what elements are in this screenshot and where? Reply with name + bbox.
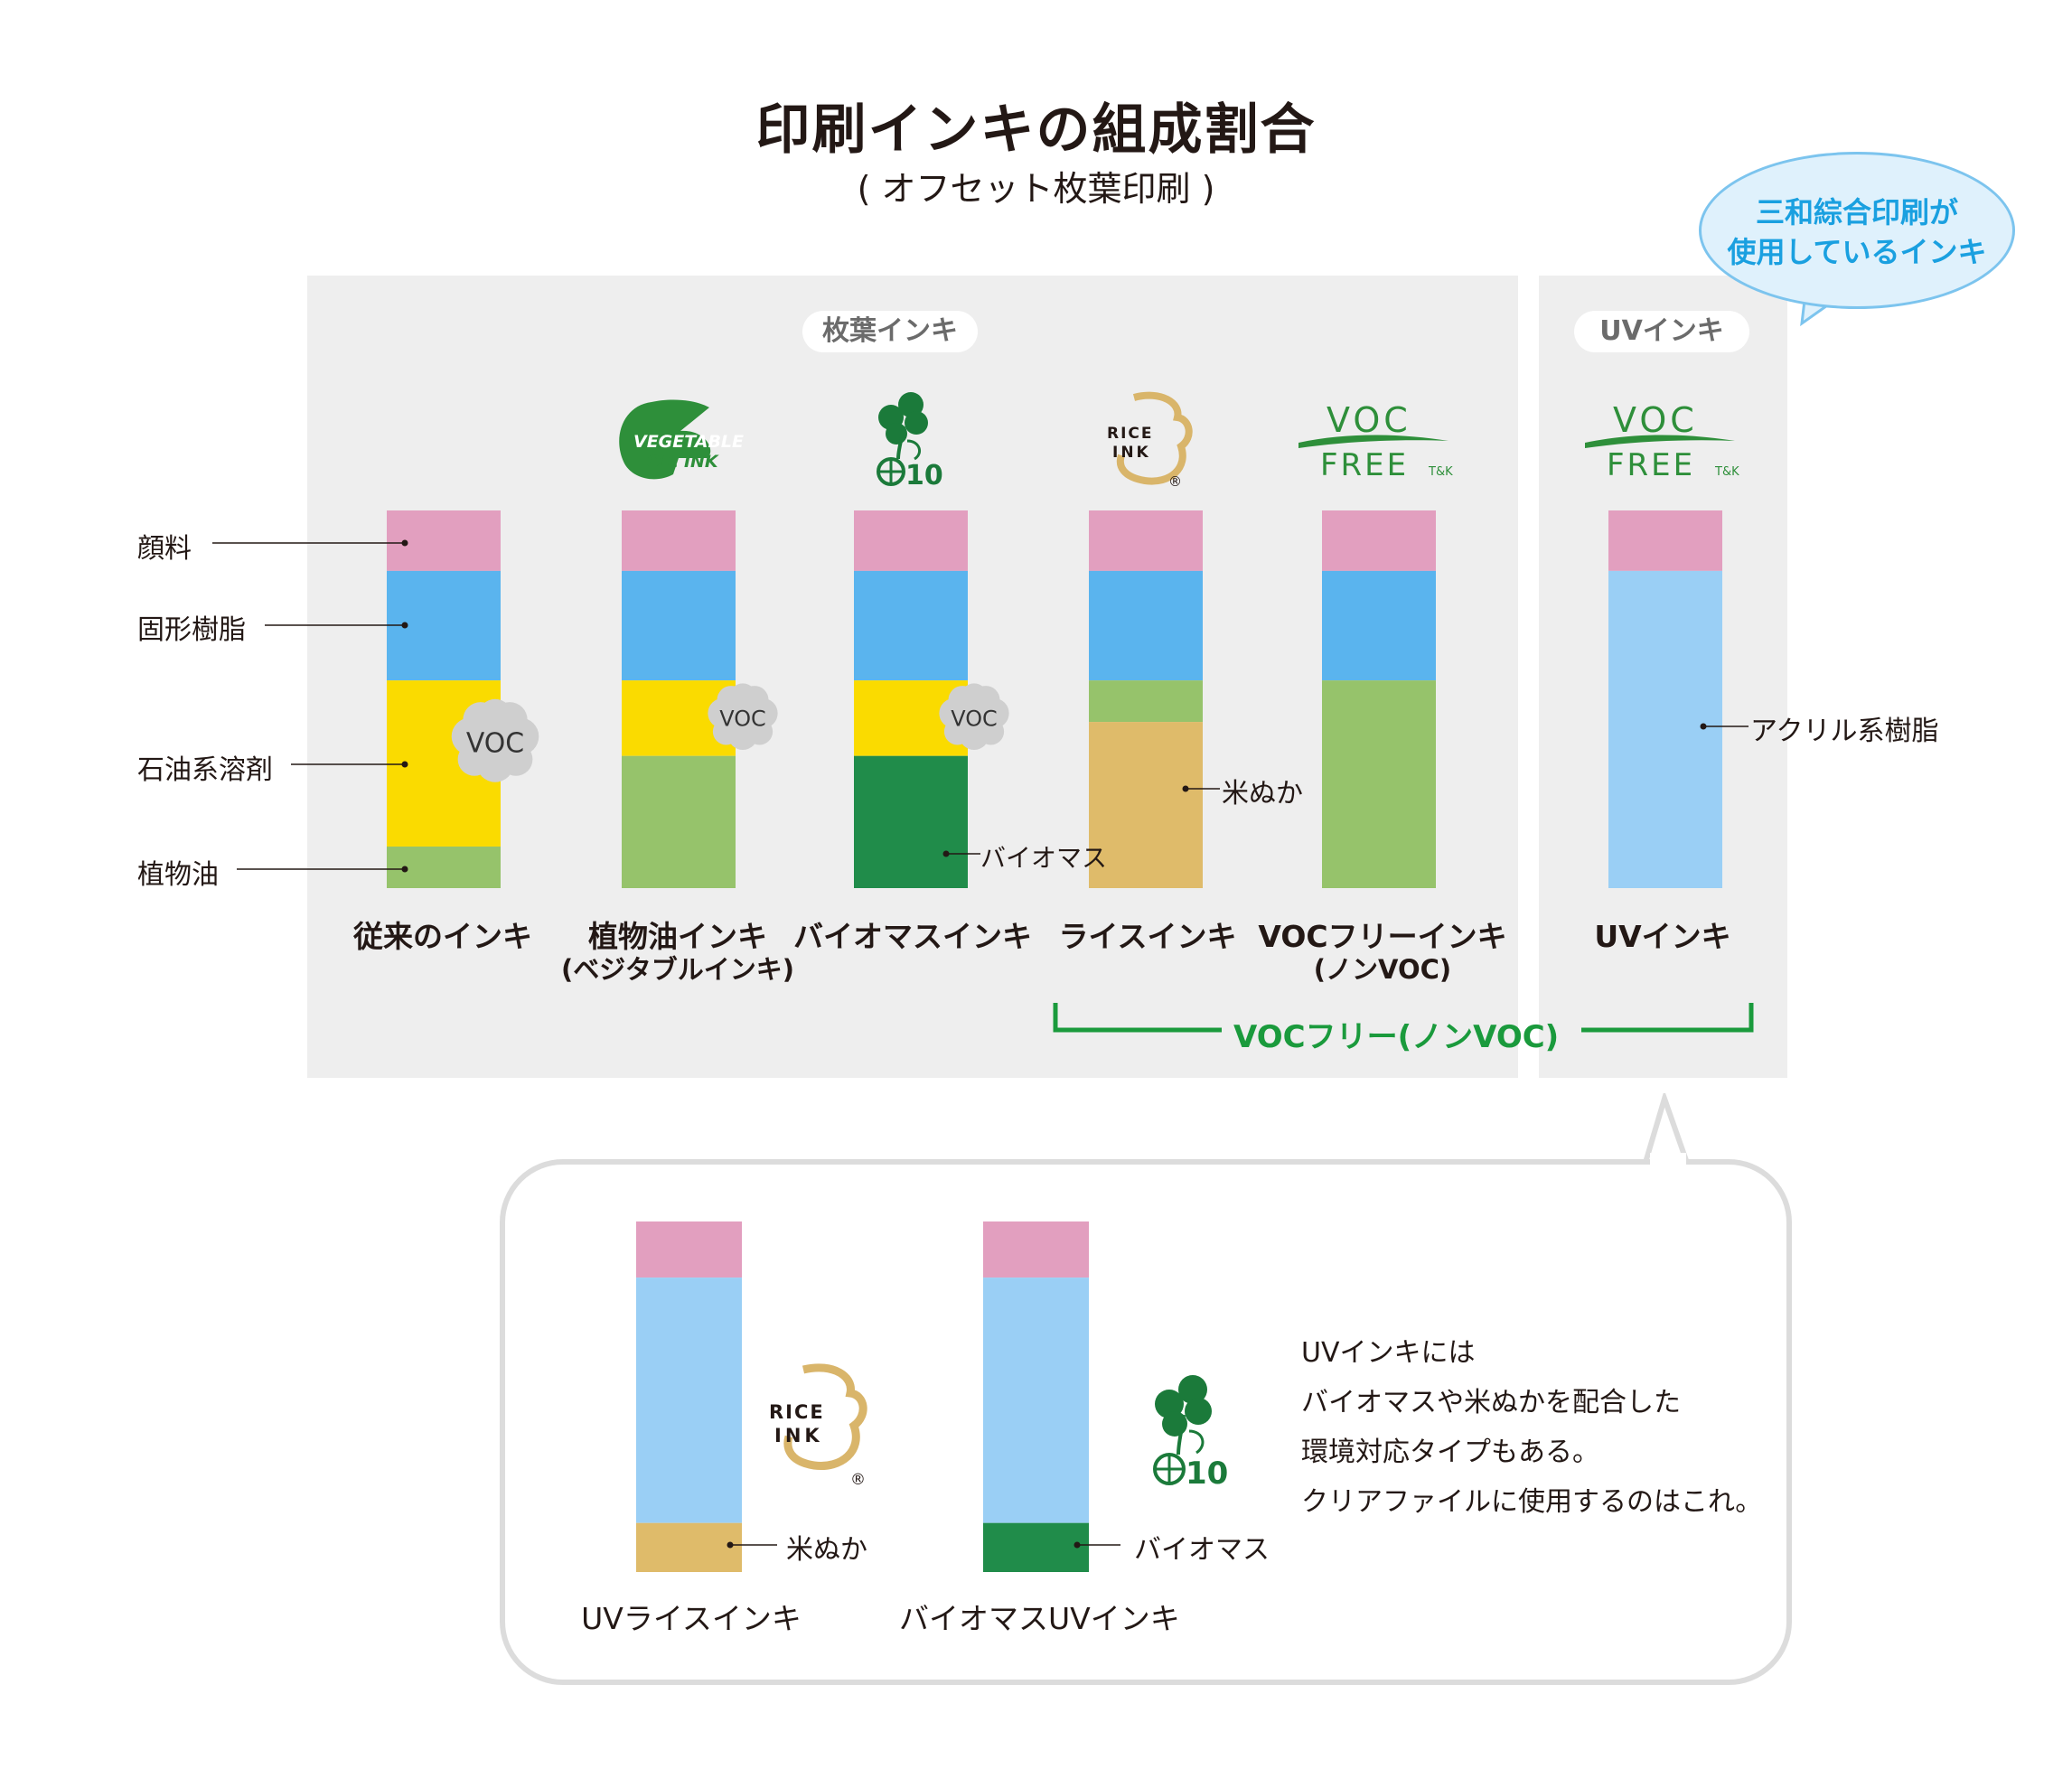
component-dot-3: [401, 866, 408, 873]
voc-free-bracket-label: VOCフリー(ノンVOC): [1233, 1019, 1560, 1055]
callout-bar-segment-0-1: [636, 1278, 742, 1523]
main-bar-segment-5-0: [1608, 510, 1722, 571]
dot-biomass: [942, 850, 950, 857]
vegetable-oil-ink-logo: VEGETABLE OIL INK: [619, 399, 744, 480]
voc-cloud-vegetable: VOC: [708, 683, 778, 750]
rice-callout-text-1: RICE: [769, 1401, 825, 1423]
main-bar-segment-2-4: [854, 755, 968, 888]
category-label-biomass: バイオマスインキ: [793, 919, 1032, 954]
category-label-voc-free: VOCフリーインキ: [1258, 919, 1507, 954]
main-bar-segment-4-3: [1322, 680, 1436, 888]
voc-logo-uv-text-1: VOC: [1613, 400, 1698, 440]
voc-logo-text-1: VOC: [1327, 400, 1411, 440]
note-line-3: 環境対応タイプもある。: [1301, 1437, 1599, 1468]
main-bar-segment-3-3: [1089, 680, 1203, 723]
rice-logo-registered: ®: [1168, 473, 1182, 490]
main-bar-segment-2-1: [854, 570, 968, 681]
voc-logo-text-2: FREE: [1320, 447, 1409, 479]
callout-category-biomass-uv: バイオマスUVインキ: [899, 1601, 1180, 1636]
callout-dot-biomass: [1074, 1541, 1081, 1549]
callout-bar-segment-0-2: [636, 1522, 742, 1572]
main-bar-segment-1-3: [622, 755, 736, 888]
category-sublabel-vegetable-oil: (ベジタブルインキ): [561, 954, 794, 985]
category-label-uv: UVインキ: [1594, 919, 1731, 954]
voc-free-logo: VOC FREE T&K: [1299, 400, 1453, 479]
callout-dot-rice: [727, 1541, 734, 1549]
voc-free-logo-uv: VOC FREE T&K: [1585, 400, 1739, 479]
vegetable-logo-text-2: OIL INK: [646, 452, 719, 472]
rice-ink-logo-callout: RICE INK ®: [769, 1363, 867, 1489]
biomass-mark-number: 10: [905, 460, 943, 490]
dot-rice-bran: [1182, 785, 1189, 792]
rice-logo-text-2: INK: [1112, 444, 1151, 462]
note-line-1: UVインキには: [1301, 1337, 1476, 1369]
main-bar-segment-3-0: [1089, 510, 1203, 571]
callout-bar-segment-1-3: [983, 1522, 1089, 1572]
biomass-mark-icon: 10: [877, 392, 943, 490]
main-bar-segment-1-0: [622, 510, 736, 571]
component-label-solid-resin: 固形樹脂: [137, 614, 246, 646]
speech-bubble-line2: 使用しているインキ: [1727, 235, 1987, 269]
main-bar-segment-3-5: [1089, 722, 1203, 888]
component-dot-0: [401, 539, 408, 547]
voc-logo-uv-text-2: FREE: [1607, 447, 1695, 479]
category-label-rice: ライスインキ: [1058, 919, 1237, 954]
voc-cloud-vegetable-label: VOC: [719, 706, 765, 731]
callout-bar-segment-0-0: [636, 1221, 742, 1278]
category-label-vegetable-oil: 植物油インキ: [588, 919, 767, 954]
rice-callout-text-2: INK: [774, 1425, 823, 1446]
voc-cloud-biomass: VOC: [939, 683, 1009, 750]
component-dot-2: [401, 761, 408, 768]
rice-ink-logo: RICE INK ®: [1107, 391, 1193, 490]
callout-pointer: [1642, 1093, 1691, 1165]
note-line-2: バイオマスや米ぬかを配合した: [1301, 1387, 1681, 1418]
component-label-petroleum-solvent: 石油系溶剤: [137, 754, 273, 786]
page-subtitle: ( オフセット枚葉印刷 ): [857, 169, 1215, 209]
dot-acrylic: [1700, 723, 1707, 730]
component-dot-1: [401, 622, 408, 629]
main-bar-segment-3-1: [1089, 570, 1203, 681]
speech-bubble: 三和綜合印刷が 使用しているインキ: [1699, 152, 2015, 309]
uv-panel-label: UVインキ: [1574, 311, 1749, 352]
callout-annotation-rice-bran: 米ぬか: [786, 1534, 867, 1566]
main-bar-segment-1-1: [622, 570, 736, 681]
main-bar-segment-2-0: [854, 510, 968, 571]
voc-free-bracket: [1053, 1003, 1754, 1033]
biomass-mark-icon-callout: 10: [1153, 1375, 1228, 1491]
rice-logo-text-1: RICE: [1107, 425, 1154, 443]
annotation-biomass: バイオマス: [980, 843, 1108, 873]
vegetable-logo-text-1: VEGETABLE: [633, 432, 744, 452]
callout-category-uv-rice: UVライスインキ: [581, 1601, 802, 1636]
voc-logo-text-3: T&K: [1428, 465, 1453, 479]
category-sublabel-voc-free: (ノンVOC): [1313, 954, 1452, 985]
main-bar-segment-4-0: [1322, 510, 1436, 571]
speech-bubble-line1: 三和綜合印刷が: [1755, 195, 1958, 229]
voc-cloud-conventional-label: VOC: [466, 727, 524, 759]
component-label-vegetable-oil: 植物油: [137, 859, 219, 891]
annotation-acrylic-resin: アクリル系樹脂: [1750, 716, 1939, 747]
annotation-rice-bran: 米ぬか: [1222, 778, 1303, 810]
rice-callout-registered: ®: [850, 1471, 866, 1489]
main-bar-segment-4-1: [1322, 570, 1436, 681]
biomass-callout-number: 10: [1186, 1455, 1228, 1491]
note-line-4: クリアファイルに使用するのはこれ。: [1301, 1486, 1763, 1518]
voc-cloud-conventional: VOC: [451, 698, 539, 782]
callout-annotation-biomass: バイオマス: [1134, 1534, 1270, 1566]
voc-logo-uv-text-3: T&K: [1714, 465, 1739, 479]
category-label-conventional: 従来のインキ: [353, 919, 532, 954]
callout-bar-segment-1-0: [983, 1221, 1089, 1278]
page-title: 印刷インキの組成割合: [755, 98, 1317, 162]
component-label-pigment: 顔料: [137, 533, 192, 565]
callout-pointer-cover: [1650, 1153, 1686, 1167]
callout-note: UVインキには バイオマスや米ぬかを配合した 環境対応タイプもある。 クリアファ…: [1301, 1328, 1762, 1527]
sheetfed-panel-label: 枚葉インキ: [802, 311, 978, 352]
voc-cloud-biomass-label: VOC: [951, 706, 997, 731]
callout-bar-segment-1-1: [983, 1278, 1089, 1523]
